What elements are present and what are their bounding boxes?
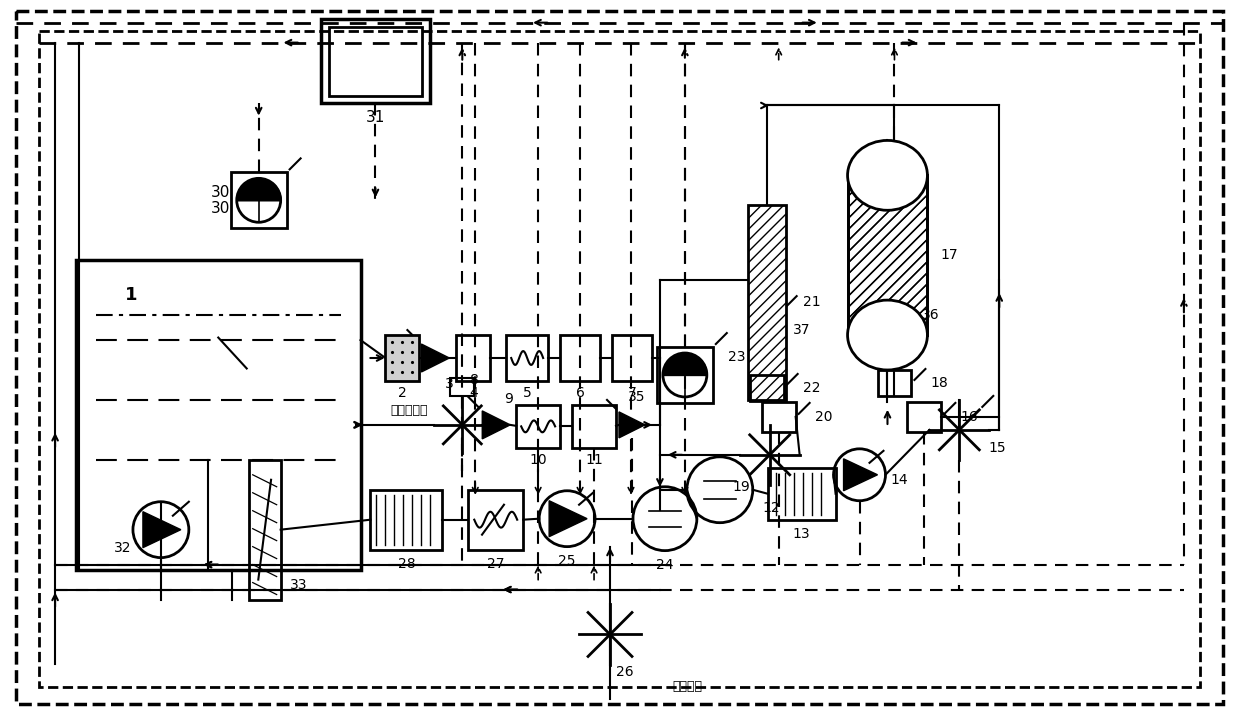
- Text: 17: 17: [940, 248, 958, 262]
- Text: 28: 28: [398, 557, 415, 571]
- Text: 发动机引气: 发动机引气: [390, 404, 427, 418]
- Text: 18: 18: [930, 376, 948, 390]
- Text: 10: 10: [529, 453, 546, 467]
- Text: 4: 4: [468, 386, 478, 400]
- Text: 11: 11: [585, 453, 603, 467]
- Text: 6: 6: [576, 386, 585, 400]
- Text: 35: 35: [628, 390, 646, 404]
- Bar: [877, 370, 912, 396]
- Text: 26: 26: [616, 665, 634, 679]
- Text: 37: 37: [793, 323, 810, 337]
- Polygon shape: [142, 512, 181, 548]
- Text: 36: 36: [922, 308, 939, 322]
- Bar: [468, 490, 523, 549]
- Bar: [385, 335, 419, 381]
- Text: 30: 30: [211, 185, 230, 200]
- Polygon shape: [482, 411, 510, 439]
- Text: 21: 21: [803, 295, 820, 309]
- Bar: [748, 206, 786, 400]
- Bar: [750, 375, 784, 401]
- Bar: [657, 347, 712, 403]
- Bar: [847, 175, 928, 335]
- Text: 32: 32: [114, 541, 131, 554]
- Text: 27: 27: [487, 557, 504, 571]
- Bar: [768, 468, 835, 520]
- Bar: [612, 335, 652, 381]
- Text: 3: 3: [445, 377, 453, 391]
- Bar: [321, 19, 430, 104]
- Text: 冲压空气: 冲压空气: [672, 680, 703, 693]
- Text: 12: 12: [763, 500, 781, 515]
- Text: 2: 2: [398, 386, 406, 400]
- Text: 31: 31: [366, 110, 385, 125]
- Text: 24: 24: [657, 558, 674, 572]
- Polygon shape: [421, 344, 450, 372]
- Text: 5: 5: [523, 386, 532, 400]
- Text: 20: 20: [815, 410, 833, 424]
- Text: 33: 33: [290, 577, 307, 592]
- Text: 23: 23: [729, 350, 746, 364]
- Bar: [370, 490, 442, 549]
- Bar: [456, 335, 491, 381]
- Text: 25: 25: [559, 554, 576, 567]
- Text: 9: 9: [504, 392, 513, 406]
- Text: 8: 8: [470, 373, 478, 387]
- Bar: [450, 378, 475, 396]
- Text: 13: 13: [793, 526, 810, 541]
- Bar: [76, 260, 361, 569]
- Bar: [328, 27, 422, 96]
- Bar: [230, 173, 286, 228]
- Text: 14: 14: [891, 473, 908, 487]
- Text: 7: 7: [628, 386, 637, 400]
- Bar: [847, 175, 928, 335]
- Text: 19: 19: [733, 480, 751, 494]
- Bar: [507, 335, 548, 381]
- Bar: [517, 405, 560, 448]
- Polygon shape: [844, 459, 877, 491]
- Bar: [249, 460, 281, 600]
- Text: 1: 1: [125, 286, 138, 304]
- Polygon shape: [620, 412, 646, 438]
- Ellipse shape: [847, 300, 928, 370]
- Bar: [762, 402, 795, 432]
- Text: 22: 22: [803, 381, 820, 395]
- Bar: [907, 402, 942, 432]
- Ellipse shape: [847, 140, 928, 210]
- Text: 30: 30: [211, 201, 230, 216]
- Bar: [572, 405, 616, 448]
- Bar: [560, 335, 600, 381]
- Polygon shape: [549, 500, 587, 536]
- Text: 16: 16: [960, 410, 979, 424]
- Text: 15: 15: [989, 441, 1006, 455]
